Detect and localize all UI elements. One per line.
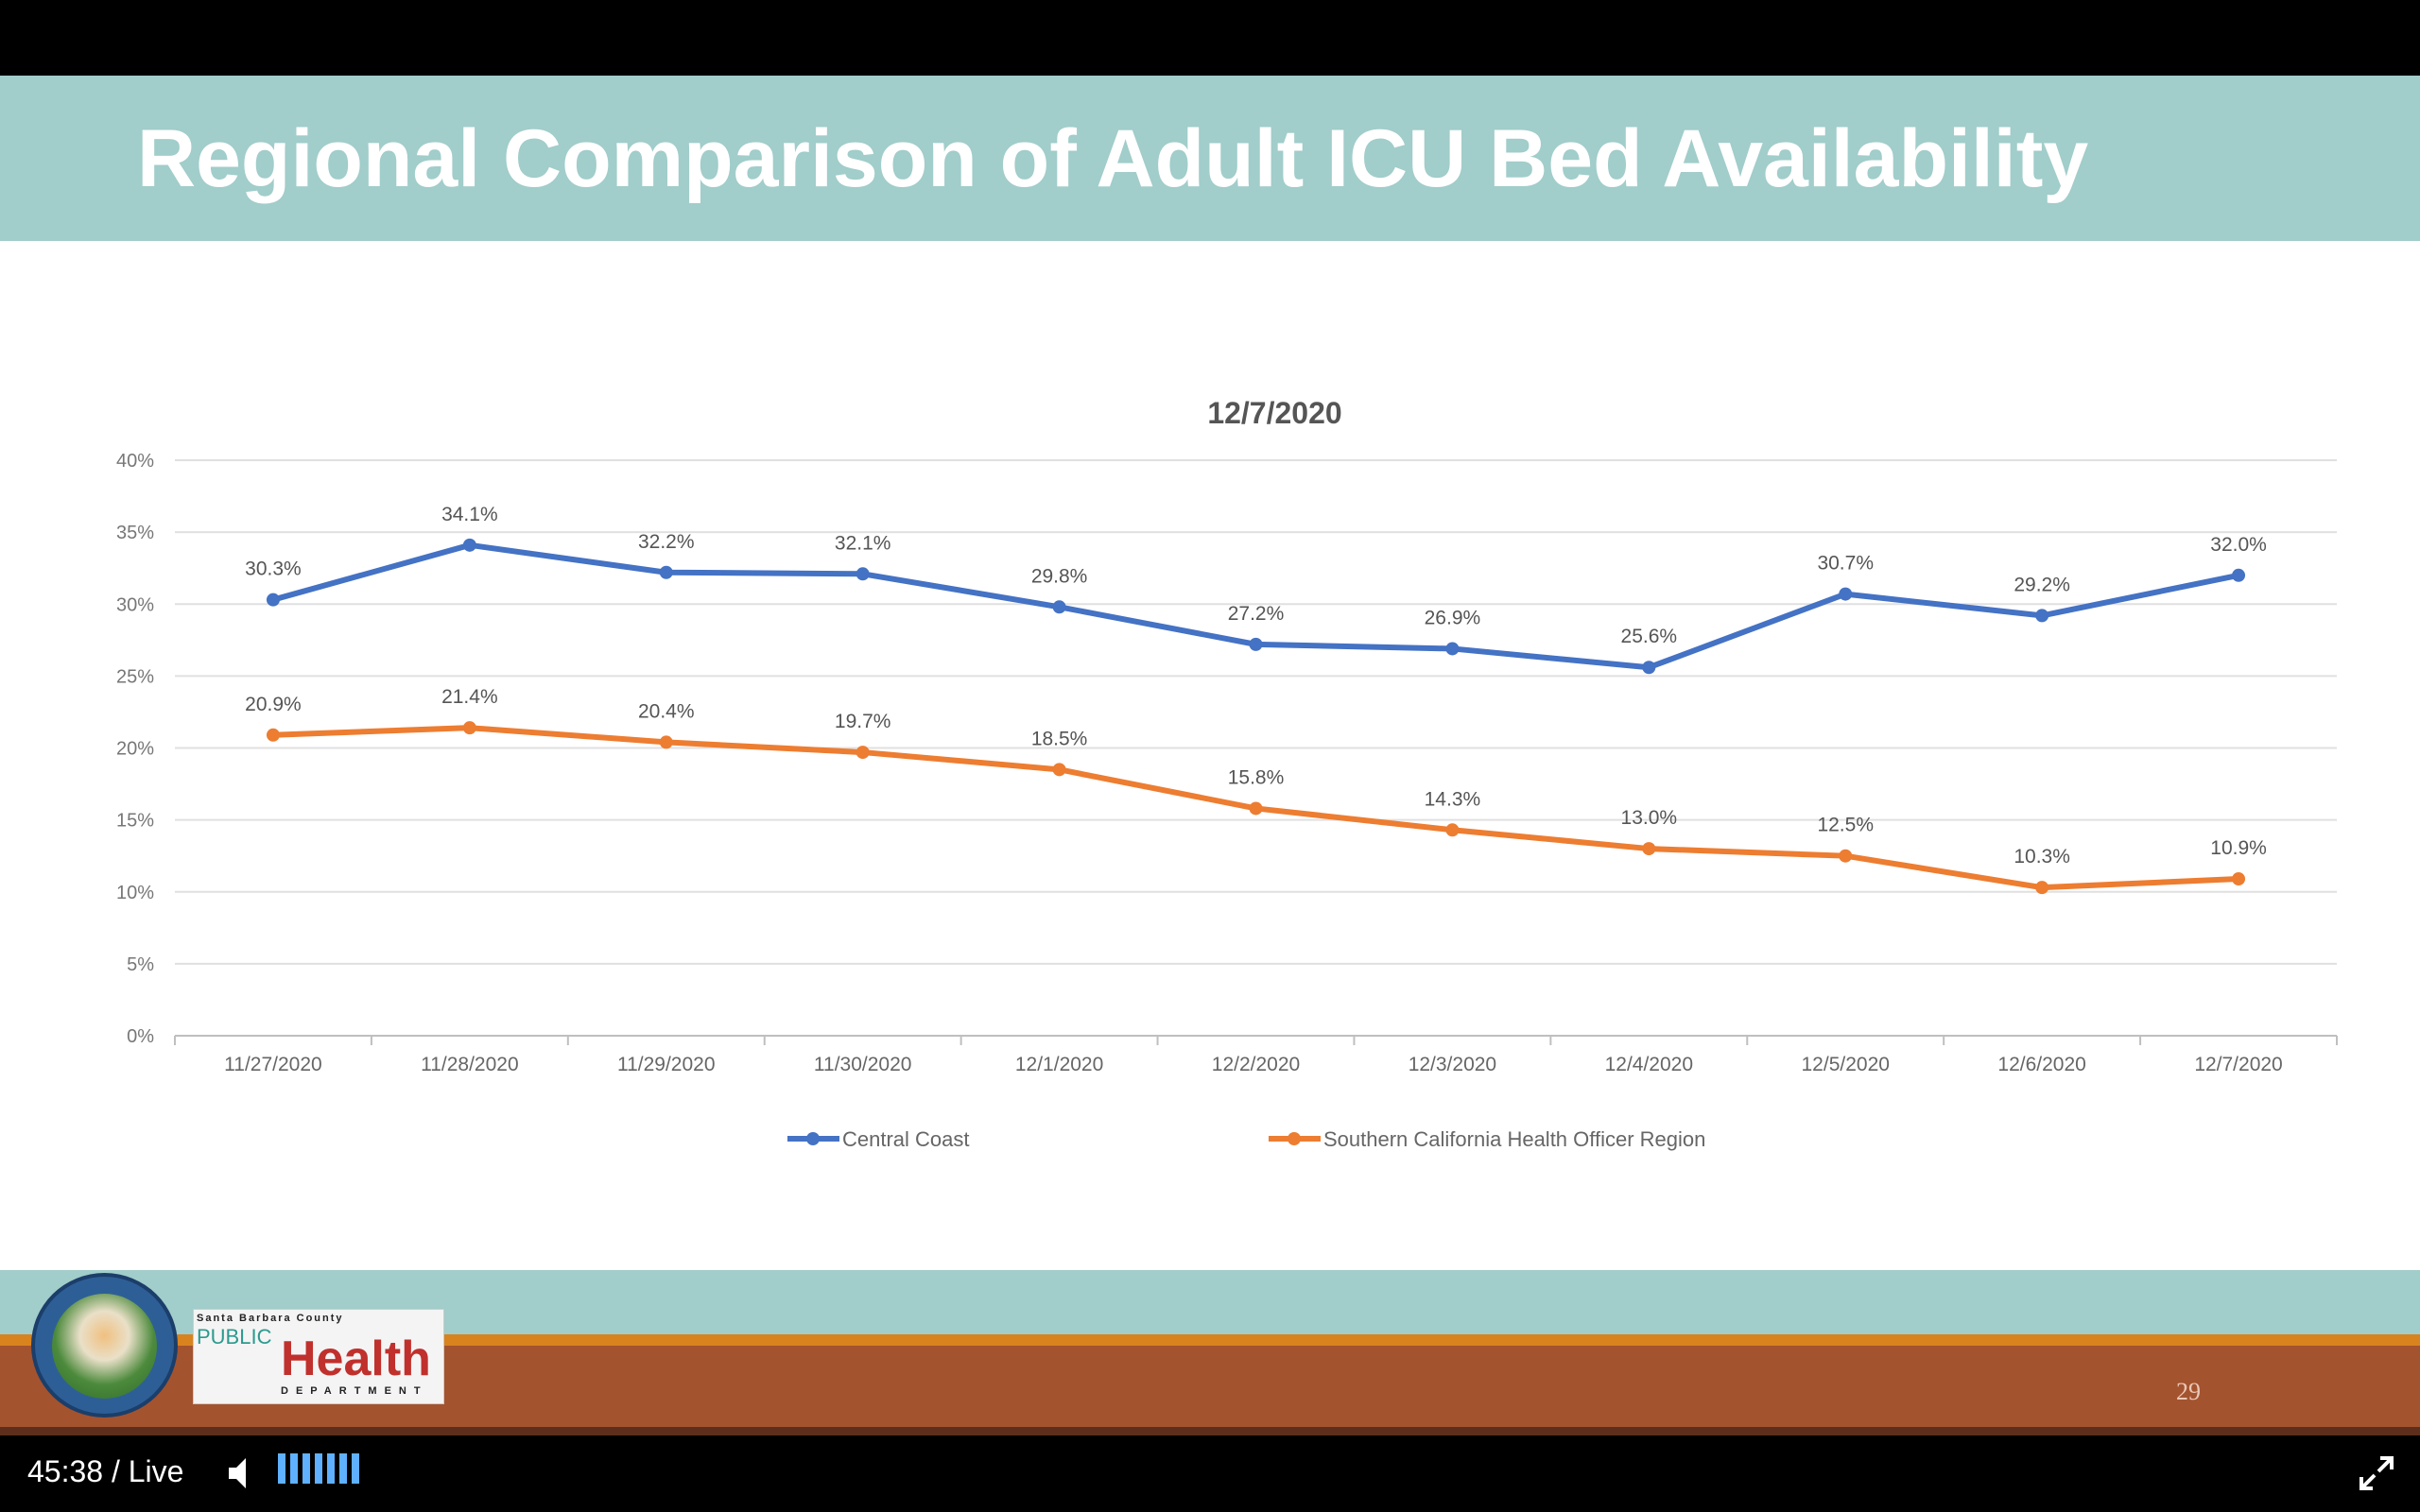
legend-label: Central Coast	[842, 1127, 970, 1151]
data-label: 19.7%	[835, 711, 891, 732]
data-label: 10.9%	[2210, 837, 2267, 859]
page-number: 29	[2176, 1378, 2201, 1405]
volume-bar	[315, 1453, 322, 1484]
data-label: 20.9%	[245, 694, 302, 715]
data-label: 30.7%	[1817, 553, 1874, 575]
data-label: 10.3%	[2014, 846, 2070, 868]
data-label: 32.1%	[835, 532, 891, 554]
data-point	[266, 728, 280, 742]
x-tick-label: 11/29/2020	[617, 1054, 716, 1075]
data-label: 34.1%	[441, 504, 498, 525]
volume-bar	[290, 1453, 298, 1484]
x-tick-label: 11/27/2020	[224, 1054, 322, 1075]
y-tick-label: 25%	[116, 666, 154, 687]
data-point	[1839, 587, 1853, 601]
y-tick-label: 35%	[116, 523, 154, 543]
volume-bar	[278, 1453, 285, 1484]
data-point	[266, 593, 280, 607]
volume-slider[interactable]	[278, 1453, 359, 1484]
x-tick-label: 12/5/2020	[1802, 1054, 1890, 1075]
slide-title: Regional Comparison of Adult ICU Bed Ava…	[137, 113, 2089, 204]
x-tick-label: 12/6/2020	[1997, 1054, 2085, 1075]
x-tick-label: 11/28/2020	[421, 1054, 519, 1075]
x-tick-label: 12/4/2020	[1605, 1054, 1693, 1075]
data-label: 26.9%	[1425, 607, 1481, 628]
logo-text: Santa Barbara County	[197, 1313, 344, 1324]
data-point	[1249, 637, 1263, 651]
data-label: 27.2%	[1228, 603, 1285, 625]
y-tick-label: 15%	[116, 811, 154, 832]
data-label: 18.5%	[1031, 728, 1088, 749]
data-point	[462, 538, 476, 552]
data-point	[1445, 823, 1460, 837]
data-label: 20.4%	[638, 700, 695, 722]
volume-bar	[339, 1453, 347, 1484]
player-controls: 45:38 / Live	[0, 1435, 2420, 1512]
data-label: 13.0%	[1621, 807, 1678, 829]
data-label: 32.2%	[638, 531, 695, 553]
logo-text: PUBLIC	[197, 1325, 272, 1349]
y-tick-label: 5%	[127, 954, 154, 975]
data-point	[2035, 881, 2049, 895]
legend-marker	[806, 1132, 820, 1145]
y-tick-label: 30%	[116, 594, 154, 615]
footer-dark-stripe	[0, 1427, 2420, 1435]
y-tick-label: 20%	[116, 739, 154, 760]
legend-marker	[1288, 1132, 1301, 1145]
data-label: 12.5%	[1817, 815, 1874, 836]
x-tick-label: 12/3/2020	[1409, 1054, 1496, 1075]
data-label: 29.2%	[2014, 574, 2070, 595]
data-point	[856, 746, 870, 760]
footer-orange-stripe	[0, 1334, 2420, 1346]
county-seal-logo	[31, 1273, 178, 1418]
logo-text: DEPARTMENT	[281, 1385, 428, 1397]
y-tick-label: 40%	[116, 451, 154, 472]
data-point	[1445, 642, 1460, 656]
legend-label: Southern California Health Officer Regio…	[1323, 1127, 1705, 1151]
x-tick-label: 11/30/2020	[814, 1054, 912, 1075]
slide: Regional Comparison of Adult ICU Bed Ava…	[0, 76, 2420, 1435]
logo-text: Health	[281, 1332, 431, 1386]
time-display: 45:38 / Live	[27, 1454, 184, 1488]
data-point	[1249, 801, 1263, 816]
data-label: 15.8%	[1228, 766, 1285, 788]
x-tick-label: 12/7/2020	[2194, 1054, 2282, 1075]
data-label: 25.6%	[1621, 626, 1678, 647]
data-label: 32.0%	[2210, 534, 2267, 556]
chart-title: 12/7/2020	[1207, 396, 1341, 430]
data-label: 21.4%	[441, 686, 498, 708]
data-point	[1839, 849, 1853, 863]
volume-bar	[302, 1453, 310, 1484]
volume-bar	[352, 1453, 359, 1484]
data-point	[2232, 872, 2246, 886]
line-chart: 12/7/2020 0% 5% 10% 15% 20% 25% 30% 35% 40% 11/27/…	[116, 396, 2338, 1151]
data-label: 29.8%	[1031, 565, 1088, 587]
x-tick-label: 12/2/2020	[1212, 1054, 1300, 1075]
data-point	[1052, 763, 1066, 777]
data-label: 30.3%	[245, 558, 302, 580]
speaker-icon[interactable]	[227, 1456, 251, 1490]
data-point	[1642, 842, 1656, 856]
data-point	[1642, 661, 1656, 675]
data-point	[462, 721, 476, 735]
video-top-bar	[0, 0, 2420, 76]
y-tick-label: 10%	[116, 883, 154, 903]
data-point	[659, 735, 673, 749]
data-label: 14.3%	[1425, 788, 1481, 810]
volume-bar	[327, 1453, 335, 1484]
data-point	[2035, 609, 2049, 623]
data-point	[2232, 568, 2246, 582]
public-health-logo: Santa Barbara County PUBLIC Health DEPAR…	[193, 1309, 444, 1404]
fullscreen-icon[interactable]	[2358, 1454, 2395, 1492]
title-band: Regional Comparison of Adult ICU Bed Ava…	[0, 76, 2420, 241]
x-tick-label: 12/1/2020	[1015, 1054, 1103, 1075]
y-tick-label: 0%	[127, 1026, 154, 1047]
data-point	[1052, 600, 1066, 614]
data-point	[856, 567, 870, 581]
data-point	[659, 565, 673, 579]
